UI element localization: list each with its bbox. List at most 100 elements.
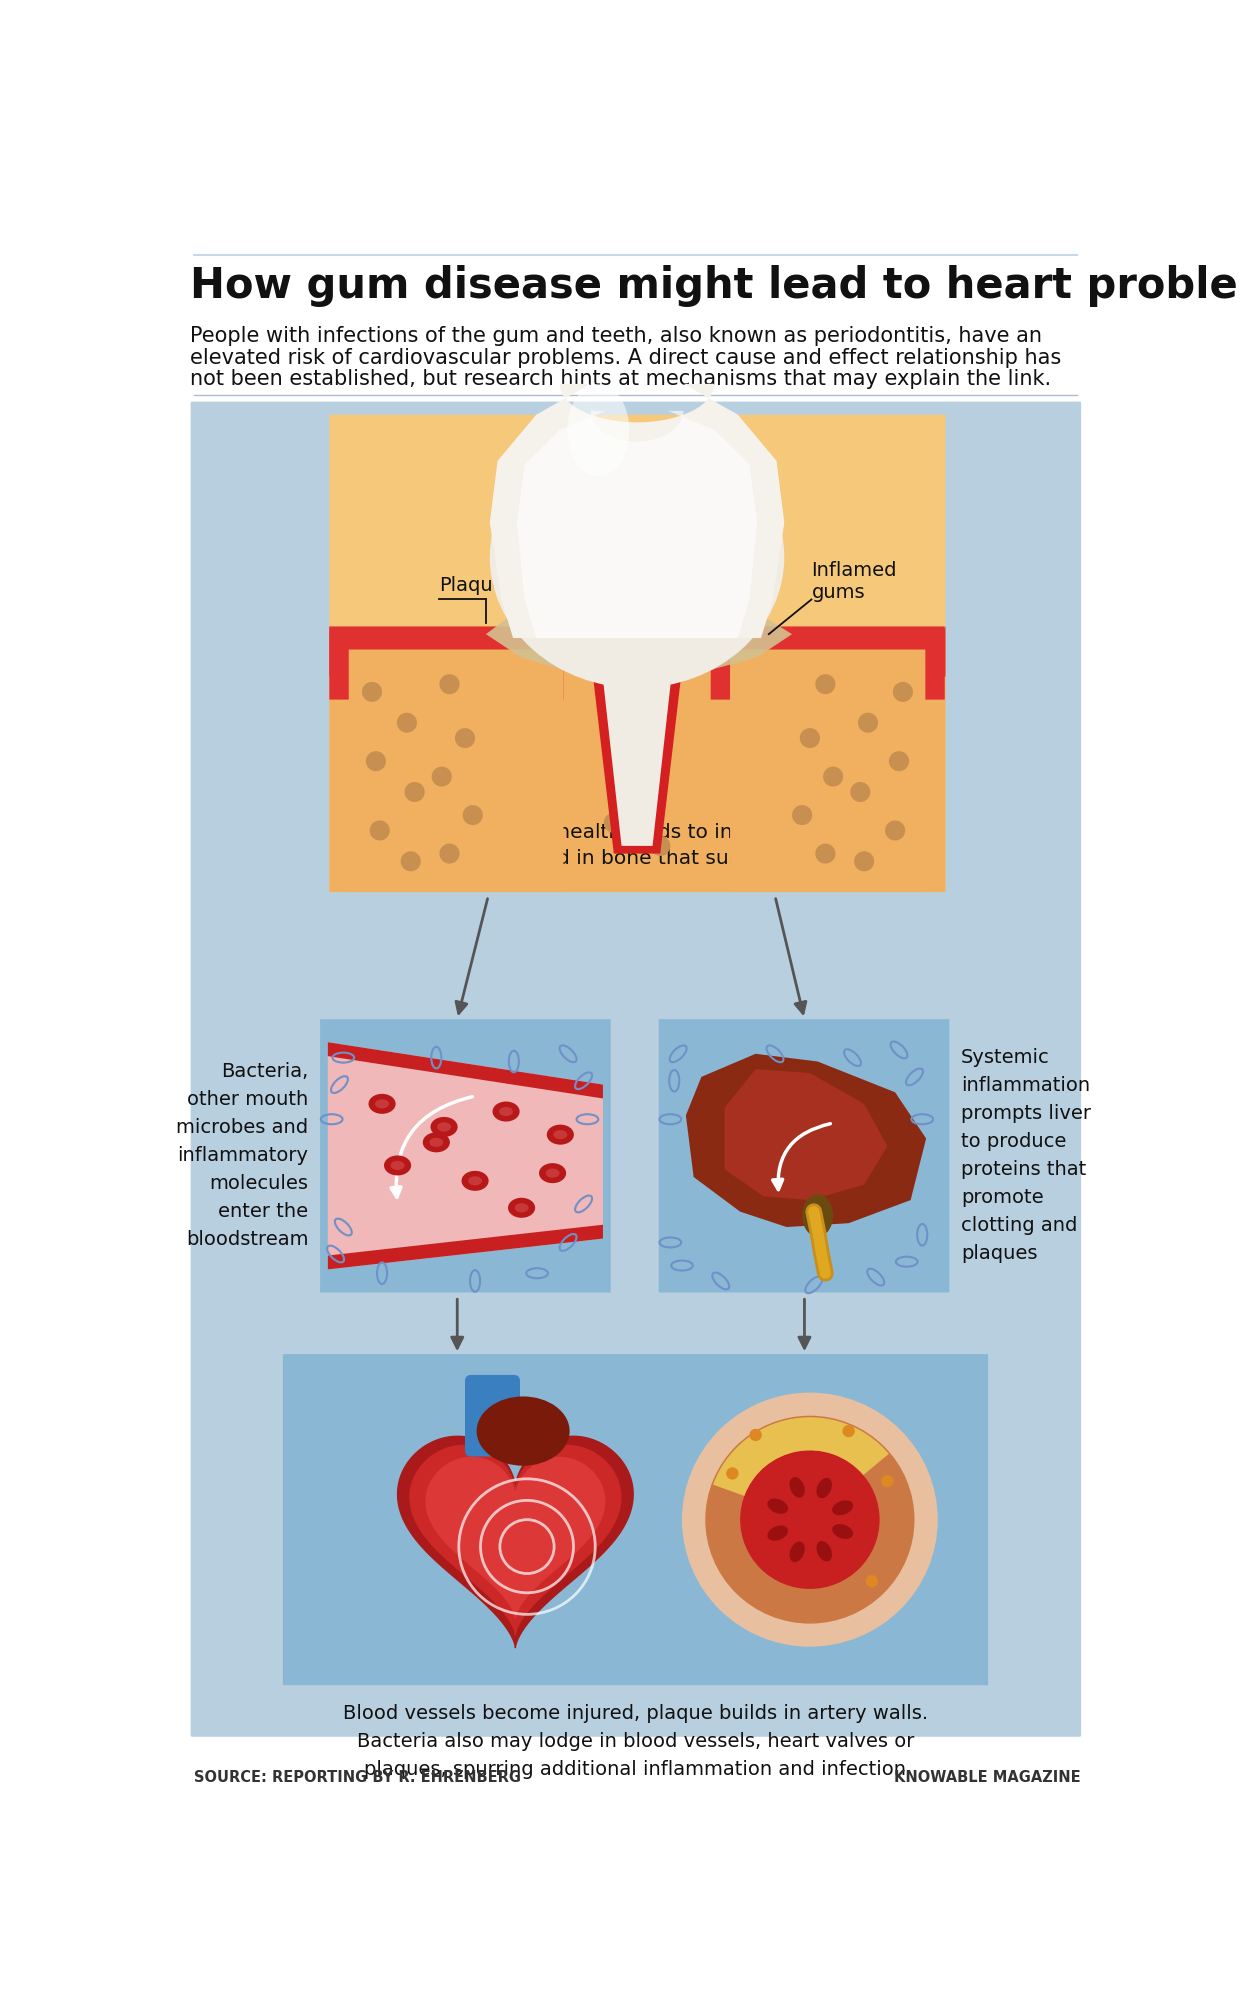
Circle shape bbox=[439, 674, 460, 694]
Circle shape bbox=[740, 1451, 879, 1589]
Ellipse shape bbox=[423, 1133, 450, 1153]
Ellipse shape bbox=[430, 1117, 458, 1137]
Ellipse shape bbox=[790, 1477, 805, 1497]
FancyBboxPatch shape bbox=[330, 626, 563, 700]
Circle shape bbox=[885, 821, 905, 841]
Text: Bacteria,
other mouth
microbes and
inflammatory
molecules
enter the
bloodstream: Bacteria, other mouth microbes and infla… bbox=[176, 1062, 309, 1249]
Polygon shape bbox=[398, 1437, 634, 1648]
Circle shape bbox=[650, 835, 671, 855]
Ellipse shape bbox=[547, 1125, 574, 1145]
Circle shape bbox=[397, 712, 417, 732]
Ellipse shape bbox=[374, 1099, 389, 1109]
Ellipse shape bbox=[832, 1501, 853, 1515]
Ellipse shape bbox=[461, 1171, 489, 1191]
Text: SOURCE: REPORTING BY R. EHRENBERG: SOURCE: REPORTING BY R. EHRENBERG bbox=[193, 1771, 521, 1785]
Ellipse shape bbox=[368, 1095, 396, 1115]
Ellipse shape bbox=[515, 1203, 528, 1213]
FancyBboxPatch shape bbox=[283, 1354, 988, 1686]
Ellipse shape bbox=[498, 1107, 513, 1117]
Circle shape bbox=[858, 712, 878, 732]
Circle shape bbox=[727, 1467, 739, 1479]
Polygon shape bbox=[330, 626, 517, 676]
Polygon shape bbox=[758, 626, 945, 676]
Circle shape bbox=[366, 750, 386, 771]
Polygon shape bbox=[686, 1054, 926, 1227]
FancyBboxPatch shape bbox=[348, 650, 563, 891]
Ellipse shape bbox=[508, 1197, 536, 1217]
Circle shape bbox=[842, 1424, 854, 1437]
FancyBboxPatch shape bbox=[711, 626, 945, 700]
Circle shape bbox=[682, 1392, 937, 1646]
Circle shape bbox=[455, 728, 475, 748]
Ellipse shape bbox=[539, 1163, 567, 1183]
Ellipse shape bbox=[832, 1523, 853, 1539]
Ellipse shape bbox=[768, 1499, 789, 1513]
Polygon shape bbox=[327, 1225, 603, 1270]
Circle shape bbox=[362, 682, 382, 702]
Text: Plaque: Plaque bbox=[439, 575, 505, 596]
Circle shape bbox=[401, 851, 420, 871]
Ellipse shape bbox=[490, 427, 784, 688]
Text: elevated risk of cardiovascular problems. A direct cause and effect relationship: elevated risk of cardiovascular problems… bbox=[190, 348, 1061, 368]
Circle shape bbox=[889, 750, 909, 771]
Ellipse shape bbox=[553, 1131, 568, 1139]
Ellipse shape bbox=[384, 1155, 412, 1175]
Circle shape bbox=[816, 674, 836, 694]
Ellipse shape bbox=[436, 1123, 451, 1131]
FancyArrowPatch shape bbox=[336, 618, 515, 660]
Text: Poor dental health leads to infections in
the gums and in bone that support teet: Poor dental health leads to infections i… bbox=[430, 823, 843, 869]
FancyBboxPatch shape bbox=[330, 414, 945, 891]
Ellipse shape bbox=[768, 1525, 789, 1541]
Polygon shape bbox=[427, 1457, 605, 1618]
Polygon shape bbox=[490, 384, 785, 638]
Text: not been established, but research hints at mechanisms that may explain the link: not been established, but research hints… bbox=[190, 370, 1052, 388]
FancyBboxPatch shape bbox=[730, 650, 925, 891]
Polygon shape bbox=[517, 410, 758, 638]
FancyBboxPatch shape bbox=[465, 1374, 520, 1457]
Circle shape bbox=[439, 843, 460, 863]
Circle shape bbox=[404, 783, 424, 803]
Ellipse shape bbox=[802, 1195, 833, 1237]
Circle shape bbox=[749, 1429, 761, 1441]
Wedge shape bbox=[713, 1416, 889, 1497]
Circle shape bbox=[816, 843, 836, 863]
Text: Systemic
inflammation
prompts liver
to produce
proteins that
promote
clotting an: Systemic inflammation prompts liver to p… bbox=[961, 1048, 1091, 1264]
FancyBboxPatch shape bbox=[191, 402, 1081, 1736]
Circle shape bbox=[893, 682, 913, 702]
Circle shape bbox=[463, 805, 482, 825]
FancyBboxPatch shape bbox=[320, 1020, 611, 1292]
Ellipse shape bbox=[546, 1169, 559, 1177]
Circle shape bbox=[432, 767, 451, 787]
Polygon shape bbox=[587, 622, 687, 853]
Circle shape bbox=[370, 821, 389, 841]
Circle shape bbox=[866, 1575, 878, 1587]
Circle shape bbox=[854, 851, 874, 871]
Ellipse shape bbox=[816, 1541, 832, 1561]
Text: Blood vessels become injured, plaque builds in artery walls.
Bacteria also may l: Blood vessels become injured, plaque bui… bbox=[343, 1704, 928, 1779]
Text: Inflamed
gums: Inflamed gums bbox=[811, 561, 897, 602]
FancyBboxPatch shape bbox=[658, 1020, 950, 1292]
Polygon shape bbox=[327, 1042, 603, 1099]
Ellipse shape bbox=[492, 1101, 520, 1121]
Ellipse shape bbox=[391, 1161, 404, 1171]
Circle shape bbox=[800, 728, 820, 748]
Ellipse shape bbox=[790, 1541, 805, 1561]
Circle shape bbox=[882, 1475, 894, 1487]
Text: How gum disease might lead to heart problems: How gum disease might lead to heart prob… bbox=[190, 264, 1240, 306]
Ellipse shape bbox=[816, 1479, 832, 1499]
Polygon shape bbox=[327, 1042, 603, 1270]
Ellipse shape bbox=[567, 384, 629, 477]
FancyBboxPatch shape bbox=[330, 638, 945, 891]
Polygon shape bbox=[724, 1068, 888, 1199]
Ellipse shape bbox=[467, 1177, 482, 1185]
Circle shape bbox=[792, 805, 812, 825]
Text: KNOWABLE MAGAZINE: KNOWABLE MAGAZINE bbox=[894, 1771, 1081, 1785]
Circle shape bbox=[706, 1416, 915, 1624]
Polygon shape bbox=[598, 630, 677, 845]
Polygon shape bbox=[410, 1445, 621, 1634]
Text: People with infections of the gum and teeth, also known as periodontitis, have a: People with infections of the gum and te… bbox=[190, 326, 1042, 346]
Ellipse shape bbox=[476, 1396, 569, 1465]
Circle shape bbox=[851, 783, 870, 803]
Ellipse shape bbox=[429, 1137, 444, 1147]
Polygon shape bbox=[486, 596, 792, 684]
